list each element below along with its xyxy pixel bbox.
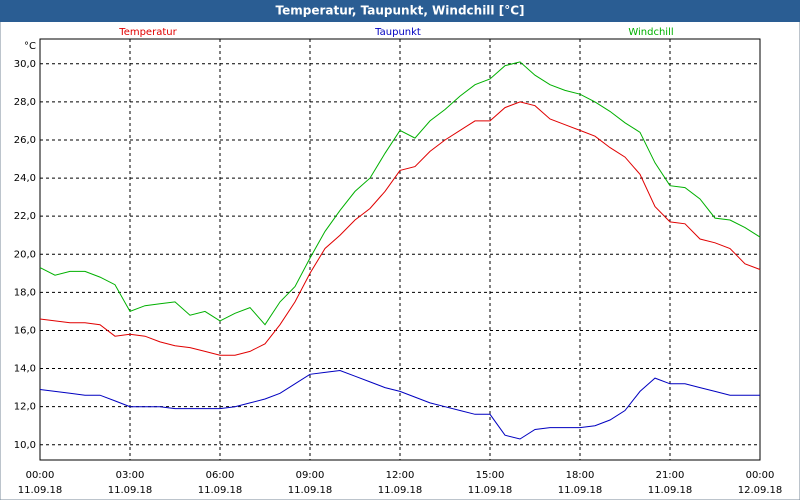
y-tick-label: 28,0: [14, 97, 36, 108]
x-tick-label: 00:00: [746, 470, 775, 481]
y-tick-label: 22,0: [14, 211, 36, 222]
x-tick-label: 09:00: [296, 470, 325, 481]
x-tick-date: 11.09.18: [558, 485, 603, 496]
x-tick-date: 11.09.18: [378, 485, 423, 496]
y-tick-label: 20,0: [14, 249, 36, 260]
series-line: [39, 61, 761, 326]
legend-entry: Windchill: [628, 27, 673, 38]
x-tick-date: 11.09.18: [108, 485, 153, 496]
y-tick-label: 16,0: [14, 325, 36, 336]
x-tick-label: 12:00: [386, 470, 415, 481]
x-tick-label: 18:00: [566, 470, 595, 481]
legend-entry: Taupunkt: [374, 27, 421, 38]
x-tick-date: 11.09.18: [18, 485, 63, 496]
x-tick-label: 15:00: [476, 470, 505, 481]
y-tick-label: 24,0: [14, 173, 36, 184]
chart-title: Temperatur, Taupunkt, Windchill [°C]: [276, 4, 525, 18]
y-tick-label: 12,0: [14, 402, 36, 413]
title-bar: [0, 0, 800, 22]
x-tick-date: 11.09.18: [648, 485, 693, 496]
y-tick-label: 26,0: [14, 135, 36, 146]
series-line: [39, 101, 761, 356]
y-tick-label: 18,0: [14, 287, 36, 298]
series-line: [39, 369, 760, 440]
x-tick-label: 21:00: [656, 470, 685, 481]
y-tick-label: 10,0: [14, 440, 36, 451]
x-tick-date: 11.09.18: [288, 485, 333, 496]
x-tick-label: 06:00: [206, 470, 235, 481]
x-tick-date: 11.09.18: [198, 485, 243, 496]
y-tick-label: 14,0: [14, 364, 36, 375]
x-tick-label: 03:00: [116, 470, 145, 481]
y-unit: °C: [24, 41, 36, 52]
x-tick-label: 00:00: [26, 470, 55, 481]
legend-entry: Temperatur: [118, 27, 177, 38]
x-tick-date: 11.09.18: [468, 485, 513, 496]
x-tick-date: 12.09.18: [738, 485, 783, 496]
y-tick-label: 30,0: [14, 59, 36, 70]
